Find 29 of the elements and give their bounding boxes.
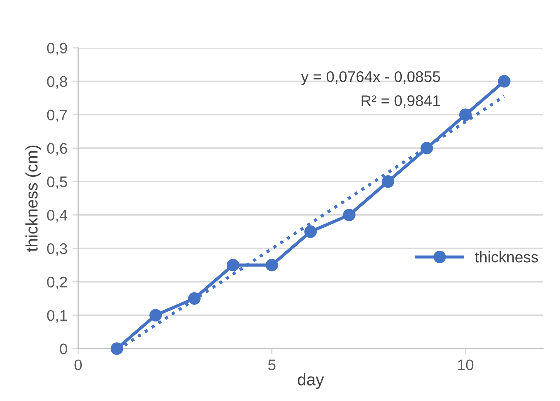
annotation: R² = 0,9841: [362, 96, 440, 108]
x-tick-label: 10: [458, 360, 474, 371]
x-axis-title: day: [298, 374, 324, 390]
point: [110, 342, 124, 356]
y-tick-label: 0,6: [47, 143, 68, 156]
x-tick-label: 5: [268, 360, 276, 371]
point: [227, 259, 240, 272]
y-tick-label: 0,4: [47, 210, 68, 223]
y-tick-label: 0,2: [47, 276, 68, 290]
y-axis-title: thickness (cm): [26, 146, 42, 252]
y-tick-label: 0,3: [47, 243, 68, 256]
point: [266, 259, 278, 272]
y-tick-label: 0,9: [47, 42, 68, 56]
y-tick-label: 0,8: [47, 76, 68, 90]
legend-label: thickness: [475, 252, 538, 263]
y-tick-label: 0,5: [47, 176, 68, 190]
annotation: y = 0,0764x - 0,0855: [301, 71, 440, 86]
y-tick-label: 0,1: [47, 310, 68, 323]
point: [382, 176, 395, 188]
point: [498, 75, 511, 88]
point: [150, 309, 162, 322]
y-tick-label: 0: [60, 344, 68, 355]
y-tick-label: 0,7: [47, 110, 68, 122]
x-tick-label: 0: [74, 360, 82, 371]
point: [304, 226, 318, 238]
point: [459, 108, 472, 122]
point: [188, 292, 201, 305]
point: [343, 208, 356, 222]
point: [420, 142, 434, 155]
